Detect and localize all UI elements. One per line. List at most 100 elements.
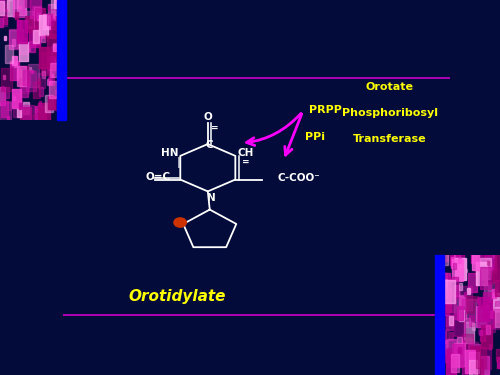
Bar xyxy=(3,75,6,80)
Bar xyxy=(439,328,448,347)
Bar xyxy=(48,77,51,84)
Bar xyxy=(448,352,454,366)
Bar xyxy=(440,340,446,354)
Bar xyxy=(470,371,472,375)
Bar xyxy=(468,273,477,292)
Text: HN: HN xyxy=(160,148,178,158)
Bar xyxy=(40,47,50,68)
Bar xyxy=(483,301,492,318)
Bar xyxy=(443,350,449,362)
Bar xyxy=(462,338,472,360)
Bar xyxy=(0,18,4,27)
Bar xyxy=(469,352,479,373)
Bar xyxy=(19,103,22,109)
Bar xyxy=(442,279,452,297)
Bar xyxy=(488,282,498,302)
Bar xyxy=(446,315,453,330)
Bar xyxy=(480,356,490,374)
Bar xyxy=(12,0,18,9)
Bar xyxy=(39,101,42,106)
Bar xyxy=(13,0,24,18)
Bar xyxy=(486,310,494,328)
Bar xyxy=(30,26,40,47)
Bar xyxy=(450,250,457,265)
Bar xyxy=(495,302,500,322)
Bar xyxy=(54,0,61,8)
Bar xyxy=(456,258,462,270)
Bar xyxy=(1,101,8,117)
Bar xyxy=(486,325,490,334)
Bar xyxy=(452,259,462,280)
Bar xyxy=(462,334,472,357)
Bar xyxy=(38,103,50,127)
Bar xyxy=(48,74,54,85)
Bar xyxy=(52,45,57,56)
Bar xyxy=(42,66,45,72)
Bar xyxy=(450,332,453,340)
Bar xyxy=(16,69,20,78)
Bar xyxy=(47,30,50,37)
Bar xyxy=(480,330,485,341)
Bar xyxy=(474,262,481,276)
Bar xyxy=(472,323,475,330)
Bar xyxy=(454,295,466,319)
Bar xyxy=(462,299,468,311)
Bar xyxy=(43,13,51,30)
Bar xyxy=(454,343,465,366)
Bar xyxy=(36,107,38,113)
Bar xyxy=(55,0,57,2)
Bar xyxy=(48,4,56,20)
Bar xyxy=(32,6,41,25)
Bar xyxy=(490,271,496,282)
Bar xyxy=(38,78,40,84)
Bar xyxy=(452,344,463,367)
Bar xyxy=(50,0,60,15)
Bar xyxy=(25,16,33,32)
Text: PPi: PPi xyxy=(304,132,324,142)
Bar xyxy=(48,79,50,85)
Bar xyxy=(448,339,456,357)
Bar xyxy=(442,294,444,297)
Bar xyxy=(465,361,468,366)
Bar xyxy=(462,366,468,375)
Bar xyxy=(20,107,32,130)
Bar xyxy=(453,263,456,269)
Bar xyxy=(31,70,33,74)
Bar xyxy=(457,306,464,320)
Bar xyxy=(17,0,26,15)
Bar xyxy=(458,283,462,290)
Text: |: | xyxy=(176,157,180,168)
Bar xyxy=(442,250,448,265)
Bar xyxy=(2,86,4,89)
Bar xyxy=(464,322,474,343)
Bar xyxy=(33,115,34,118)
Bar xyxy=(489,264,492,270)
Bar xyxy=(486,254,496,273)
Bar xyxy=(0,102,12,125)
Bar xyxy=(484,292,492,310)
Bar xyxy=(10,29,18,48)
Bar xyxy=(42,18,46,28)
Bar xyxy=(476,306,486,327)
Bar xyxy=(497,357,500,368)
Bar xyxy=(442,304,446,313)
Bar xyxy=(12,39,14,46)
Bar xyxy=(0,9,6,26)
Bar xyxy=(466,269,468,272)
Bar xyxy=(55,90,57,94)
Bar xyxy=(50,63,58,78)
Bar xyxy=(40,52,52,75)
Text: O: O xyxy=(204,112,212,122)
Bar xyxy=(481,325,492,348)
Text: C-COO⁻: C-COO⁻ xyxy=(277,173,320,183)
Bar xyxy=(50,78,52,84)
Bar xyxy=(42,71,46,78)
Bar xyxy=(495,253,500,269)
Bar xyxy=(476,359,484,375)
Bar xyxy=(3,15,8,24)
Bar xyxy=(459,310,464,321)
Bar xyxy=(46,35,48,41)
Bar xyxy=(21,77,28,93)
Bar xyxy=(440,288,451,312)
Bar xyxy=(29,41,34,53)
